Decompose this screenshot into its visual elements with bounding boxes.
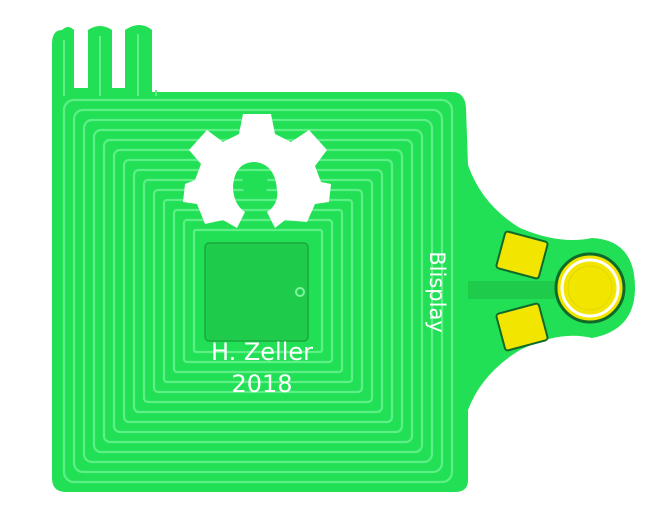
credit-name: H. Zeller <box>211 338 313 366</box>
side-label: Blisplay <box>425 251 449 332</box>
pad-lower <box>495 302 549 352</box>
credit-year: 2018 <box>231 370 292 398</box>
center-via <box>295 287 305 297</box>
oshw-gear-logo <box>183 114 331 228</box>
mounting-hole-inner-ring <box>560 258 620 318</box>
pad-upper <box>495 230 549 280</box>
center-pad <box>204 242 309 342</box>
finger-gaps <box>63 34 157 96</box>
contact-pads <box>495 230 626 352</box>
mounting-hole <box>567 265 613 311</box>
